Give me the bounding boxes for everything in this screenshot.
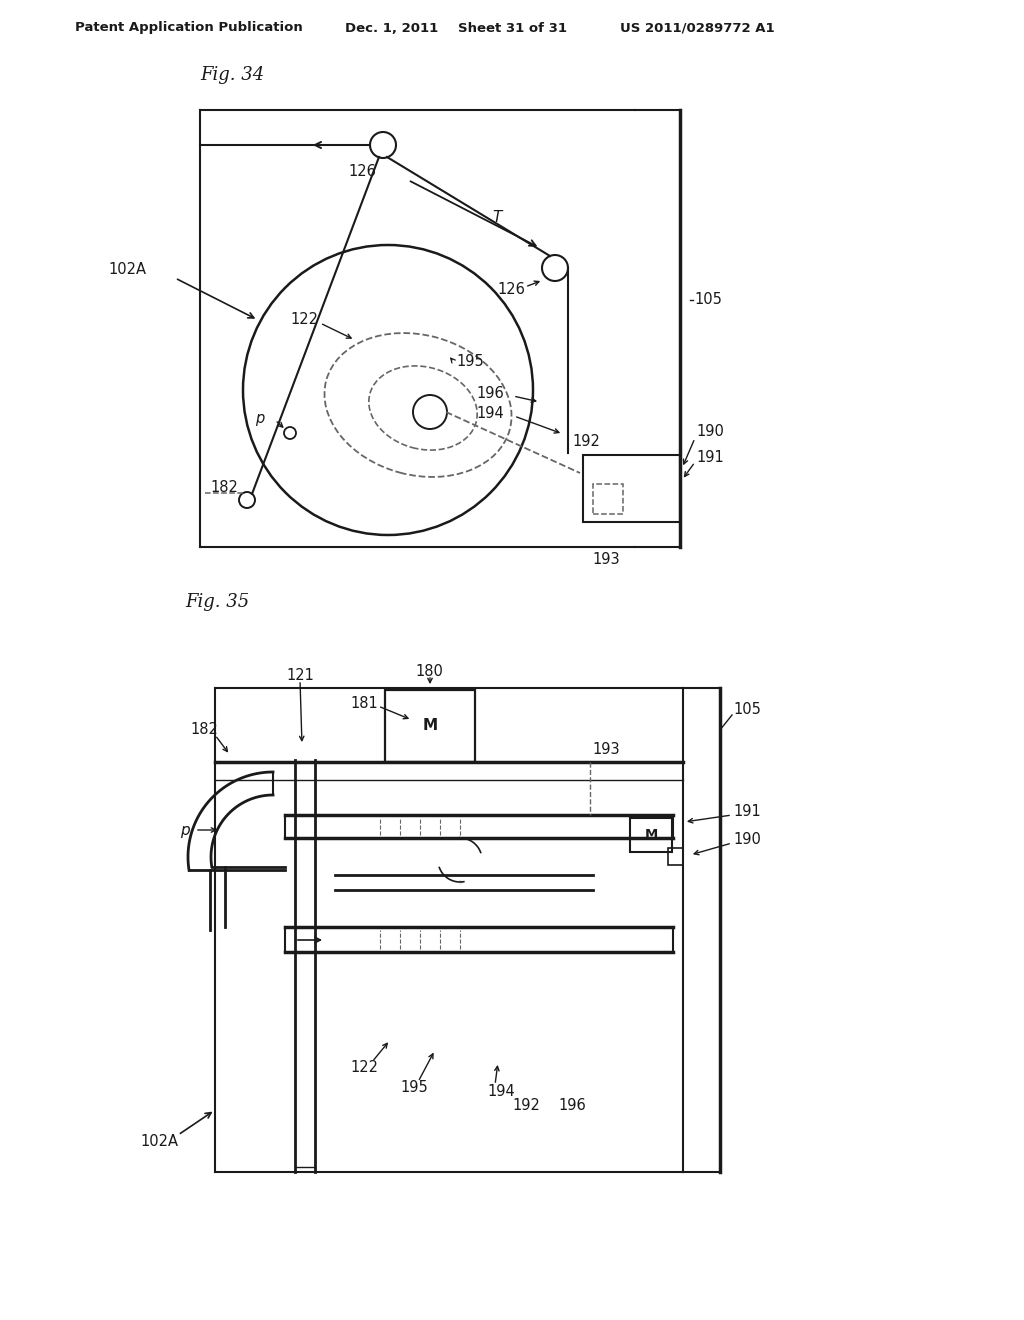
Text: Sheet 31 of 31: Sheet 31 of 31 — [458, 21, 567, 34]
Text: 182: 182 — [190, 722, 218, 738]
Text: p: p — [180, 822, 189, 837]
Text: 194: 194 — [487, 1085, 515, 1100]
Text: 193: 193 — [592, 553, 620, 568]
Text: M: M — [423, 718, 437, 734]
Text: US 2011/0289772 A1: US 2011/0289772 A1 — [620, 21, 774, 34]
Text: 105: 105 — [694, 293, 722, 308]
Text: 102A: 102A — [140, 1134, 178, 1150]
Text: 182: 182 — [210, 479, 238, 495]
Text: 122: 122 — [350, 1060, 378, 1076]
Text: Patent Application Publication: Patent Application Publication — [75, 21, 303, 34]
Text: T: T — [492, 210, 502, 224]
Text: 195: 195 — [400, 1081, 428, 1096]
Text: 190: 190 — [733, 833, 761, 847]
Text: 192: 192 — [572, 434, 600, 450]
Text: 194: 194 — [476, 407, 504, 421]
Text: 102A: 102A — [108, 263, 146, 277]
Text: 126: 126 — [497, 282, 525, 297]
Text: 196: 196 — [558, 1097, 586, 1113]
Text: 190: 190 — [696, 425, 724, 440]
Text: 121: 121 — [286, 668, 314, 682]
Text: 191: 191 — [696, 450, 724, 466]
Text: 105: 105 — [733, 702, 761, 718]
Text: 196: 196 — [476, 387, 504, 401]
Text: Dec. 1, 2011: Dec. 1, 2011 — [345, 21, 438, 34]
Text: 180: 180 — [415, 664, 442, 680]
Text: 195: 195 — [456, 355, 483, 370]
Text: 192: 192 — [512, 1097, 540, 1113]
Text: 126: 126 — [348, 165, 376, 180]
Text: 193: 193 — [592, 742, 620, 758]
Text: Fig. 34: Fig. 34 — [200, 66, 264, 84]
Text: 181: 181 — [350, 696, 378, 710]
Text: 191: 191 — [733, 804, 761, 820]
Text: 122: 122 — [290, 313, 318, 327]
Text: M: M — [644, 829, 657, 842]
Text: p: p — [255, 411, 264, 425]
Text: Fig. 35: Fig. 35 — [185, 593, 249, 611]
